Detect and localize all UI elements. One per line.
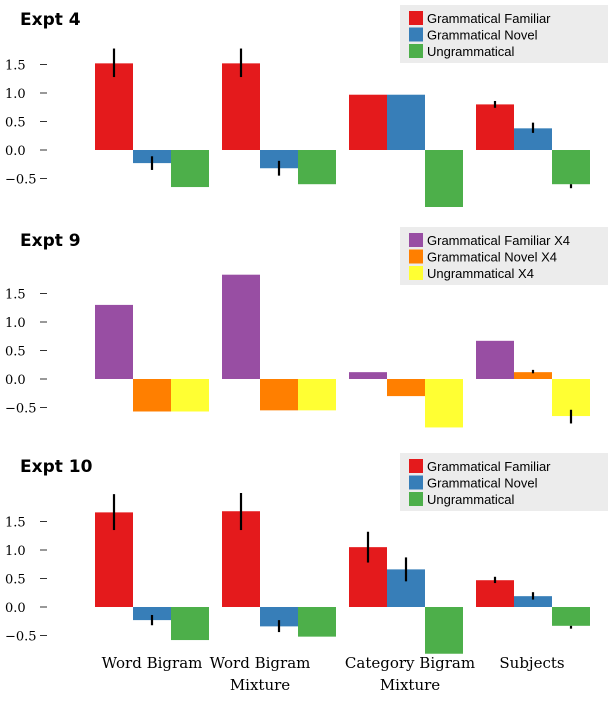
legend-label: Grammatical Familiar [427, 11, 551, 26]
bar-ungrammatical [425, 150, 463, 207]
legend-box [400, 453, 608, 511]
x-category-label: Word Bigram [102, 654, 203, 672]
y-tick-label: 0.0 [5, 144, 26, 159]
legend-swatch [409, 459, 423, 473]
chart-panel-3: Expt 10 1.5 1.0 0.5 0.0 −0.5 Grammatical Famil… [5, 453, 608, 654]
x-category-label: Mixture [380, 676, 440, 694]
bar-ungrammatical [425, 607, 463, 654]
bar-ungrammatical-x4 [298, 379, 336, 411]
y-tick-label: 1.5 [5, 516, 26, 531]
x-category-label: Mixture [230, 676, 290, 694]
bar-ungrammatical [552, 607, 590, 626]
x-category-label: Category Bigram [345, 654, 475, 672]
bar-ungrammatical-x4 [171, 379, 209, 412]
bar-grammatical-novel [387, 94, 425, 150]
bar-grammatical-familiar [476, 104, 514, 150]
legend-swatch [409, 475, 423, 490]
bar-grammatical-novel [260, 607, 298, 627]
chart-title: Expt 4 [20, 10, 81, 30]
legend-swatch [409, 233, 423, 247]
legend-label: Grammatical Novel [427, 476, 538, 491]
legend-swatch [409, 44, 423, 58]
y-tick-label: 1.0 [5, 544, 26, 559]
chart-panel-1: Expt 4 1.5 1.0 0.5 0.0 −0.5 Grammatical Famili… [5, 5, 608, 207]
legend-swatch [409, 266, 423, 280]
bar-ungrammatical [171, 150, 209, 188]
legend-label: Ungrammatical [427, 492, 515, 507]
legend-swatch [409, 27, 423, 42]
y-tick-label: −0.5 [5, 402, 37, 417]
legend-label: Ungrammatical [427, 44, 515, 59]
y-tick-label: 0.5 [5, 116, 26, 131]
y-tick-label: 1.0 [5, 87, 26, 102]
bar-grammatical-familiar-x4 [349, 372, 387, 379]
y-tick-label: −0.5 [5, 630, 37, 645]
bar-grammatical-novel [133, 607, 171, 621]
bar-ungrammatical [552, 150, 590, 185]
bar-grammatical-familiar-x4 [222, 274, 260, 379]
legend-box [400, 5, 608, 63]
bar-grammatical-novel-x4 [260, 379, 298, 411]
bar-grammatical-familiar [476, 580, 514, 607]
legend-label: Grammatical Novel [427, 28, 538, 43]
legend-swatch [409, 249, 423, 264]
bar-ungrammatical [171, 607, 209, 641]
y-tick-label: 0.0 [5, 601, 26, 616]
bar-grammatical-novel-x4 [514, 372, 552, 379]
bar-grammatical-novel-x4 [133, 379, 171, 412]
legend-label: Grammatical Familiar [427, 459, 551, 474]
bar-grammatical-familiar [222, 63, 260, 150]
legend-label: Grammatical Novel X4 [427, 250, 557, 265]
bar-grammatical-novel [514, 596, 552, 607]
x-category-label: Word Bigram [210, 654, 311, 672]
y-tick-label: −0.5 [5, 173, 37, 188]
x-category-label: Subjects [499, 654, 564, 672]
bar-ungrammatical [298, 150, 336, 185]
y-tick-label: 1.5 [5, 288, 26, 303]
chart-panel-2: Expt 9 1.5 1.0 0.5 0.0 −0.5 Grammatical Famili… [5, 227, 608, 428]
legend-box [400, 227, 608, 285]
y-tick-label: 0.5 [5, 573, 26, 588]
y-tick-label: 0.0 [5, 373, 26, 388]
bar-ungrammatical [298, 607, 336, 637]
y-tick-label: 1.5 [5, 59, 26, 74]
bar-grammatical-novel [260, 150, 298, 169]
y-tick-label: 0.5 [5, 345, 26, 360]
bar-grammatical-novel [514, 128, 552, 150]
bar-grammatical-familiar-x4 [476, 340, 514, 379]
bar-grammatical-familiar [349, 94, 387, 150]
legend-swatch [409, 11, 423, 25]
legend-label: Grammatical Familiar X4 [427, 233, 570, 248]
legend-label: Ungrammatical X4 [427, 266, 534, 281]
bar-ungrammatical-x4 [425, 379, 463, 428]
bar-grammatical-familiar [95, 63, 133, 150]
chart-title: Expt 9 [20, 231, 81, 251]
bar-grammatical-familiar-x4 [95, 304, 133, 379]
chart-title: Expt 10 [20, 457, 93, 477]
y-tick-label: 1.0 [5, 316, 26, 331]
legend-swatch [409, 492, 423, 506]
bar-grammatical-novel-x4 [387, 379, 425, 397]
